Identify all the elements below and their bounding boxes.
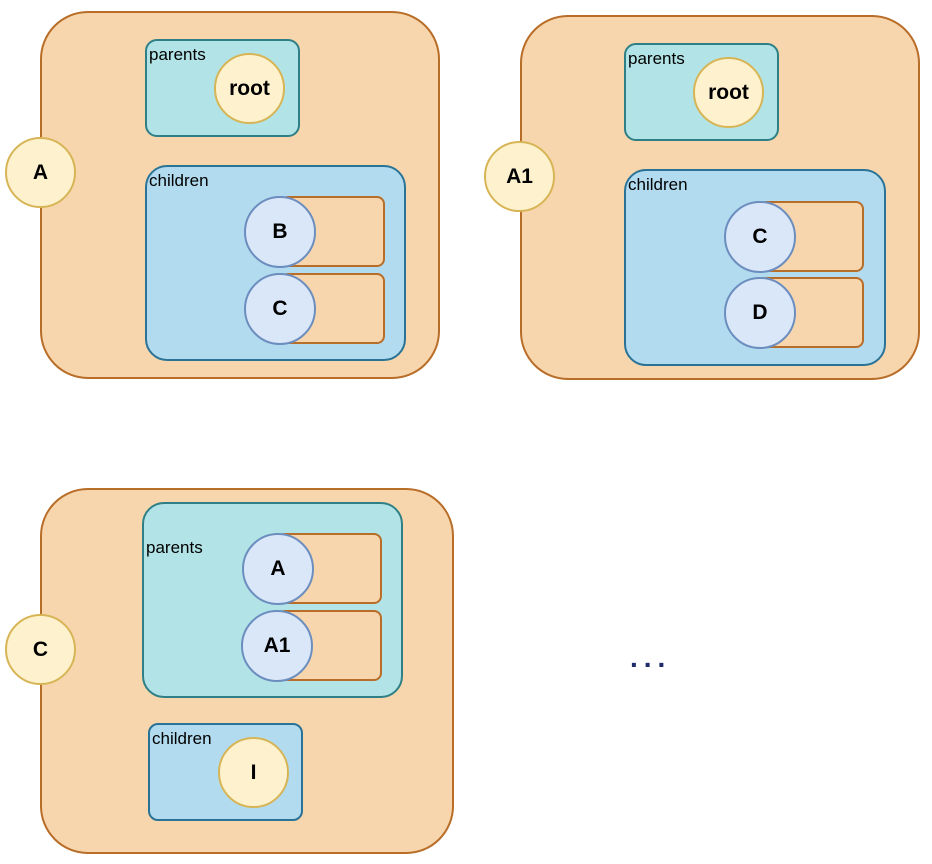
parents-label: parents (146, 538, 203, 557)
entity-a-child-b: B (244, 196, 316, 268)
entity-a-parent-root: root (214, 53, 285, 124)
entity-a-child-c: C (244, 273, 316, 345)
entity-c-parent-a1: A1 (241, 610, 313, 682)
entity-a1-node: A1 (484, 141, 555, 212)
children-label: children (628, 175, 688, 194)
entity-c-node: C (5, 614, 76, 685)
entity-a1-parent-root: root (693, 57, 764, 128)
children-label: children (149, 171, 209, 190)
parents-label: parents (628, 49, 685, 68)
children-label: children (152, 729, 212, 748)
entity-a-node: A (5, 137, 76, 208)
parents-label: parents (149, 45, 206, 64)
more-ellipsis: ... (630, 642, 672, 673)
entity-a1-child-c: C (724, 201, 796, 273)
entity-c-parent-a: A (242, 533, 314, 605)
entity-a1-child-d: D (724, 277, 796, 349)
entity-c-child-i: I (218, 737, 289, 808)
